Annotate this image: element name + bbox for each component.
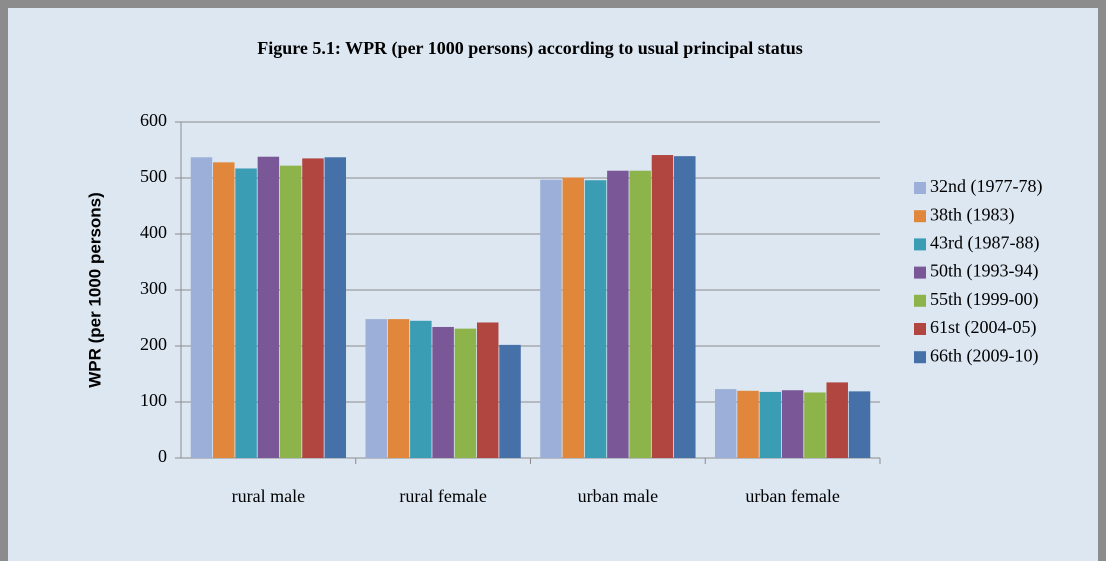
bar xyxy=(387,319,410,458)
bar xyxy=(499,344,521,458)
legend-label: 50th (1993-94) xyxy=(930,261,1038,282)
bar xyxy=(235,168,257,459)
legend-swatch xyxy=(914,182,926,194)
x-tick-label: rural female xyxy=(399,486,486,506)
bar xyxy=(432,326,454,458)
bar xyxy=(410,320,432,458)
bar xyxy=(324,157,347,458)
bar xyxy=(651,155,674,459)
bar xyxy=(365,319,387,458)
y-tick-label: 200 xyxy=(140,334,167,354)
bar xyxy=(629,170,651,458)
bar xyxy=(190,157,213,458)
x-tick-label: urban male xyxy=(578,486,658,506)
legend-swatch xyxy=(914,323,926,335)
bar xyxy=(562,177,585,458)
bar xyxy=(737,390,759,458)
legend-swatch xyxy=(914,351,926,364)
legend-label: 61st (2004-05) xyxy=(930,317,1037,338)
bar xyxy=(584,180,607,459)
bar xyxy=(476,322,499,458)
legend-swatch xyxy=(914,210,926,223)
y-tick-label: 600 xyxy=(140,110,167,130)
x-tick-label: urban female xyxy=(745,486,839,506)
y-axis-label: WPR (per 1000 persons) xyxy=(85,192,104,388)
legend-label: 32nd (1977-78) xyxy=(930,176,1042,197)
y-tick-label: 300 xyxy=(140,278,167,298)
bar xyxy=(759,391,782,458)
bar xyxy=(848,391,871,458)
bar xyxy=(279,165,302,458)
y-tick-label: 100 xyxy=(140,390,167,410)
legend-swatch xyxy=(914,266,926,279)
bar xyxy=(540,179,562,458)
bar xyxy=(714,389,737,458)
bar xyxy=(804,392,826,458)
x-tick-label: rural male xyxy=(232,486,305,506)
bar xyxy=(302,158,324,458)
legend-swatch xyxy=(914,294,926,307)
legend-swatch xyxy=(914,238,926,251)
bar xyxy=(257,156,280,458)
bar xyxy=(781,390,804,458)
bar xyxy=(826,382,848,458)
bar xyxy=(213,162,235,458)
bar xyxy=(674,156,696,458)
y-tick-label: 500 xyxy=(140,166,167,186)
legend-label: 38th (1983) xyxy=(930,204,1015,225)
y-tick-label: 0 xyxy=(158,446,167,466)
bar xyxy=(607,170,629,458)
chart-title: Figure 5.1: WPR (per 1000 persons) accor… xyxy=(257,38,803,59)
legend-label: 66th (2009-10) xyxy=(930,345,1038,366)
legend-label: 55th (1999-00) xyxy=(930,289,1038,310)
legend-label: 43rd (1987-88) xyxy=(930,233,1039,254)
bar xyxy=(454,328,477,458)
y-tick-label: 400 xyxy=(140,222,167,242)
